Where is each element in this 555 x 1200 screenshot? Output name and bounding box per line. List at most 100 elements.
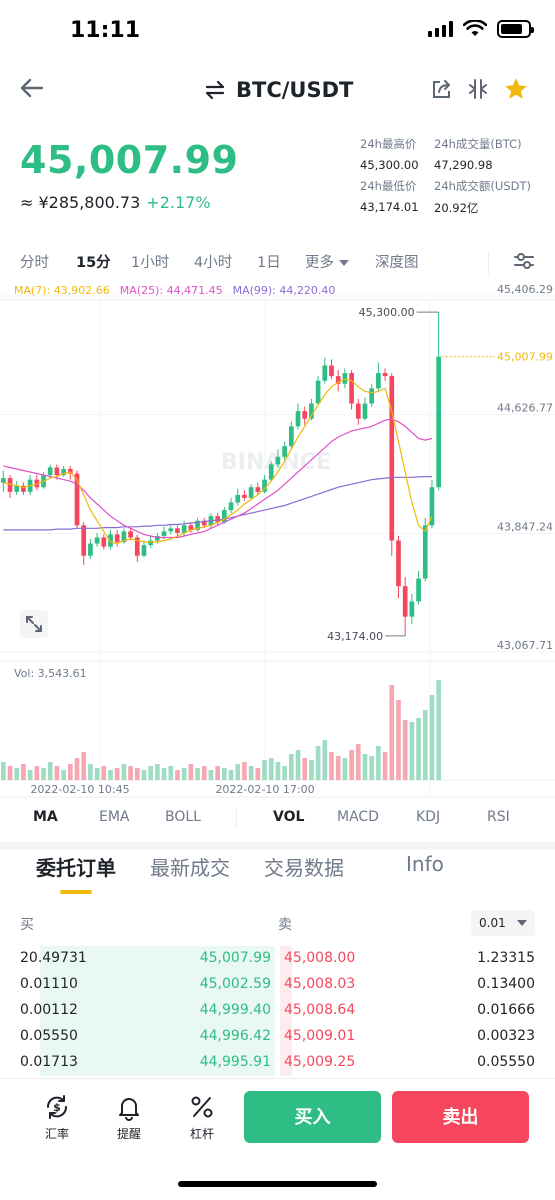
timeframe-bar: 分时 15分 1小时 4小时 1日 更多 深度图 (0, 249, 555, 275)
volume-bar (422, 710, 428, 780)
favorite-star-icon[interactable] (503, 76, 529, 102)
volume-bar (355, 744, 361, 780)
volume-bar (268, 758, 274, 780)
tab-recent-trades[interactable]: 最新成交 (150, 856, 230, 880)
volume-bar (222, 768, 227, 780)
volume-bar (188, 764, 194, 780)
pair-selector[interactable]: BTC/USDT (204, 78, 353, 102)
tab-indicator-ema[interactable]: EMA (99, 809, 130, 825)
tab-timeframe-more[interactable]: 更多 (305, 251, 349, 272)
tab-trade-data[interactable]: 交易数据 (264, 856, 344, 880)
bid-price: 45,007.99 (199, 950, 271, 966)
tab-indicator-ma[interactable]: MA (33, 809, 58, 825)
leverage-button[interactable]: 杠杆 (172, 1093, 232, 1142)
candle-body (402, 586, 408, 617)
ask-depth-bar (280, 972, 292, 998)
y-axis-tick: 43,847.24 (497, 520, 553, 533)
volume-bar (141, 770, 147, 780)
orderbook-row[interactable]: 20.49731 45,007.99 45,008.00 1.23315 (0, 946, 555, 972)
volume-bar (201, 766, 207, 780)
volume-bar (34, 766, 40, 780)
price-change: +2.17% (146, 193, 211, 212)
tab-indicator-rsi[interactable]: RSI (487, 809, 510, 825)
stat-vol-btc-label: 24h成交量(BTC) (434, 137, 522, 151)
tab-indicator-boll[interactable]: BOLL (165, 809, 201, 825)
tab-indicator-macd[interactable]: MACD (337, 809, 379, 825)
candle-body (101, 537, 107, 547)
candle-body (128, 531, 133, 538)
candle-body (255, 487, 261, 492)
candle-body (14, 485, 20, 492)
volume-bar (255, 768, 261, 780)
caret-down-icon (517, 920, 527, 926)
tab-indicator-vol[interactable]: VOL (273, 809, 305, 825)
low-marker-label: 43,174.00 (327, 630, 383, 643)
price-cny: ≈ ¥285,800.73 (20, 193, 141, 212)
candle-body (322, 365, 328, 381)
volume-bar (295, 750, 301, 780)
candle-body (141, 545, 147, 556)
chart-settings-icon[interactable] (513, 251, 535, 271)
bid-header: 买 (20, 917, 34, 933)
volume-bar (88, 764, 93, 780)
candle-body (134, 537, 140, 556)
tab-timeframe-15m[interactable]: 15分 (76, 255, 111, 271)
arrow-left-icon (20, 78, 44, 98)
x-axis-tick: 2022-02-10 10:45 (30, 783, 129, 796)
volume-bar (389, 685, 395, 780)
candle-body (248, 487, 254, 498)
tab-open-orders[interactable]: 委托订单 (36, 856, 116, 880)
fullscreen-button[interactable] (20, 610, 48, 638)
volume-bar (181, 768, 187, 780)
volume-bar (315, 746, 321, 780)
orderbook-row[interactable]: 0.01713 44,995.91 45,009.25 0.05550 (0, 1050, 555, 1076)
sell-button[interactable]: 卖出 (392, 1091, 529, 1143)
volume-bar (282, 766, 287, 780)
bid-price: 44,995.91 (199, 1054, 271, 1070)
ask-price: 45,009.25 (284, 1054, 356, 1070)
rate-button[interactable]: $ 汇率 (27, 1093, 87, 1142)
buy-button[interactable]: 买入 (244, 1091, 381, 1143)
back-button[interactable] (18, 74, 46, 109)
volume-bar (208, 770, 214, 780)
stat-vol-btc: 24h成交量(BTC) 47,290.98 (434, 136, 522, 172)
candlestick-chart[interactable]: 45,406.2944,626.7743,847.2443,067.71BINA… (0, 280, 555, 800)
timeframe-divider (488, 252, 489, 274)
tab-timeframe-1d[interactable]: 1日 (257, 255, 281, 271)
alert-button[interactable]: 提醒 (99, 1093, 159, 1142)
volume-bar (81, 752, 87, 780)
candle-mode-icon[interactable] (467, 78, 489, 100)
candle-body (355, 403, 361, 419)
ma7-label: MA(7): 43,902.66 (14, 284, 110, 297)
volume-bar (94, 768, 100, 780)
tab-timeframe-1h[interactable]: 1小时 (131, 255, 170, 271)
tab-timeframe-4h[interactable]: 4小时 (194, 255, 233, 271)
tab-info[interactable]: Info (406, 852, 444, 876)
candle-body (429, 487, 435, 526)
bid-depth-bar (40, 998, 275, 1024)
candle-body (349, 373, 354, 404)
tab-indicator-kdj[interactable]: KDJ (416, 809, 441, 825)
ask-price: 45,008.03 (284, 976, 356, 992)
candle-body (282, 446, 287, 457)
status-time: 11:11 (70, 18, 141, 43)
candle-body (161, 531, 167, 536)
precision-select[interactable]: 0.01 (471, 910, 535, 936)
ma99-line (3, 476, 432, 531)
tab-timeframe-line[interactable]: 分时 (20, 255, 49, 271)
price-cny-row: ≈ ¥285,800.73 +2.17% (20, 193, 211, 212)
candle-body (54, 467, 60, 476)
ask-price: 45,008.00 (284, 950, 356, 966)
candle-body (148, 540, 154, 546)
header-actions (431, 76, 529, 102)
orderbook-row[interactable]: 0.01110 45,002.59 45,008.03 0.13400 (0, 972, 555, 998)
ask-depth-bar (280, 1024, 292, 1050)
high-marker-label: 45,300.00 (359, 306, 415, 319)
share-icon[interactable] (431, 78, 453, 100)
volume-bar (54, 766, 60, 780)
tab-depth-chart[interactable]: 深度图 (375, 255, 419, 271)
candle-body (389, 376, 395, 541)
orderbook-row[interactable]: 0.00112 44,999.40 45,008.64 0.01666 (0, 998, 555, 1024)
orderbook-row[interactable]: 0.05550 44,996.42 45,009.01 0.00323 (0, 1024, 555, 1050)
volume-label: Vol: 3,543.61 (14, 667, 87, 680)
